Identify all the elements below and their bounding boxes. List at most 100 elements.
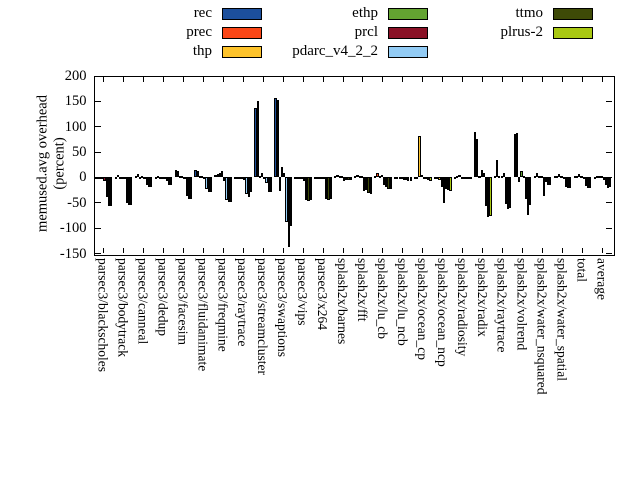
x-tick-mark <box>382 247 384 253</box>
bar-ttmo <box>347 177 350 181</box>
bar-thp <box>438 177 441 180</box>
bar-plrus-2 <box>549 177 552 185</box>
legend-label-ttmo: ttmo <box>515 5 543 21</box>
x-tick-label: splash2x/raytrace <box>494 257 510 352</box>
x-tick-mark <box>422 77 424 82</box>
bar-thp <box>458 174 461 178</box>
bar-thp <box>338 176 341 179</box>
bar-pdarc_v4_2_2 <box>504 177 508 204</box>
bar-ttmo <box>107 177 111 206</box>
legend-swatch-pdarc_v4_2_2 <box>388 46 428 58</box>
bar-ethp <box>540 176 543 179</box>
bar-ttmo <box>227 177 230 202</box>
bar-plrus-2 <box>489 177 492 217</box>
legend-swatch-plrus-2 <box>553 27 593 39</box>
legend-swatch-ethp <box>388 8 428 20</box>
bar-pdarc_v4_2_2 <box>305 177 308 201</box>
x-tick-mark <box>542 247 544 253</box>
bar-prec <box>216 174 219 178</box>
bar-thp <box>318 177 321 180</box>
bar-pdarc_v4_2_2 <box>185 177 188 196</box>
bar-plrus-2 <box>369 177 372 195</box>
bar-ttmo <box>247 177 250 197</box>
x-tick-label: splash2x/ocean_cp <box>414 257 430 360</box>
bar-thp <box>238 177 241 180</box>
bar-prcl <box>502 172 505 178</box>
bar-ethp <box>500 175 503 178</box>
bar-rec <box>174 169 177 178</box>
y-tick-label: -50 <box>67 194 87 211</box>
x-tick-mark <box>262 247 264 253</box>
bar-prec <box>595 176 599 179</box>
x-tick-mark <box>162 247 164 253</box>
bar-pdarc_v4_2_2 <box>125 177 128 203</box>
bar-pdarc_v4_2_2 <box>564 177 567 187</box>
bar-rec <box>274 98 277 178</box>
x-tick-mark <box>302 247 304 253</box>
bar-rec <box>94 177 97 180</box>
x-tick-mark <box>542 77 544 82</box>
bar-plrus-2 <box>389 177 392 189</box>
bar-rec <box>533 176 537 179</box>
bar-rec <box>553 176 556 179</box>
x-tick-mark <box>302 77 304 82</box>
x-tick-label: parsec3/facesim <box>175 257 191 345</box>
bar-thp <box>498 176 501 179</box>
bar-thp <box>298 177 301 180</box>
legend-swatch-prcl <box>388 27 428 39</box>
bar-ethp <box>460 176 463 179</box>
x-tick-mark <box>182 247 184 253</box>
legend-label-prcl: prcl <box>354 24 378 40</box>
x-tick-mark <box>282 77 284 82</box>
bar-thp <box>99 177 102 180</box>
y-tick-mark <box>94 126 101 128</box>
bar-prec <box>376 173 379 178</box>
x-tick-label: splash2x/lu_cb <box>374 257 390 339</box>
bar-pdarc_v4_2_2 <box>225 177 228 201</box>
bar-thp <box>518 177 521 183</box>
bar-ethp <box>560 176 563 179</box>
y-tick-mark <box>605 75 612 77</box>
bar-rec <box>414 176 417 179</box>
bar-thp <box>178 176 182 179</box>
x-tick-mark <box>162 77 164 82</box>
bar-prcl <box>442 177 445 203</box>
x-tick-label: splash2x/lu_ncb <box>394 257 410 346</box>
bar-thp <box>358 176 361 179</box>
bar-ethp <box>320 177 324 180</box>
bar-rec <box>294 177 297 180</box>
bar-thp <box>538 175 541 178</box>
y-tick-label: 50 <box>72 144 87 161</box>
bar-prec <box>96 177 100 180</box>
bar-prcl <box>203 177 206 180</box>
bar-pdarc_v4_2_2 <box>205 177 208 189</box>
y-tick-mark <box>605 176 612 178</box>
bar-prcl <box>163 177 166 180</box>
bar-prec <box>176 170 179 178</box>
x-tick-mark <box>362 77 364 82</box>
x-tick-mark <box>462 77 464 82</box>
legend-swatch-ttmo <box>553 8 593 20</box>
bar-plrus-2 <box>150 177 153 187</box>
x-tick-label: parsec3/canneal <box>135 257 151 344</box>
bar-pdarc_v4_2_2 <box>285 177 288 223</box>
bar-prec <box>356 174 359 178</box>
y-tick-mark <box>94 100 101 102</box>
bar-prec <box>196 170 199 178</box>
bar-plrus-2 <box>249 177 252 192</box>
x-tick-mark <box>222 77 224 82</box>
x-tick-label: parsec3/raytrace <box>235 257 251 346</box>
x-tick-label: parsec3/x264 <box>315 257 331 330</box>
y-tick-mark <box>605 202 612 204</box>
bar-pdarc_v4_2_2 <box>165 177 168 182</box>
bar-pdarc_v4_2_2 <box>365 177 368 191</box>
y-tick-mark <box>94 176 101 178</box>
bar-prec <box>236 177 239 180</box>
bar-prec <box>416 176 419 179</box>
bar-prcl <box>183 177 186 180</box>
y-tick-label: 200 <box>64 68 87 84</box>
bar-pdarc_v4_2_2 <box>345 177 348 180</box>
bar-pdarc_v4_2_2 <box>425 177 428 180</box>
bar-ethp <box>340 175 343 178</box>
bar-ttmo <box>527 177 530 216</box>
